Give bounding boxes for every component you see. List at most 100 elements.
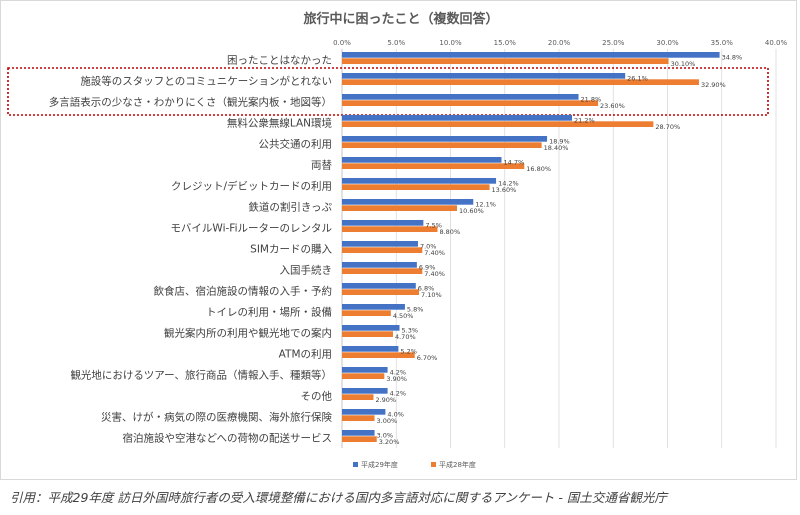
data-label: 3.0% bbox=[377, 432, 394, 440]
bar bbox=[342, 52, 720, 58]
data-label: 14.2% bbox=[498, 180, 519, 188]
x-tick-label: 40.0% bbox=[765, 39, 788, 47]
data-label: 4.2% bbox=[390, 369, 407, 377]
bar bbox=[342, 247, 423, 253]
bar bbox=[342, 220, 424, 226]
data-label: 21.8% bbox=[581, 96, 602, 104]
data-label: 7.40% bbox=[424, 249, 445, 257]
x-tick-label: 5.0% bbox=[387, 39, 405, 47]
bar bbox=[342, 409, 386, 415]
category-label: 観光案内所の利用や観光地での案内 bbox=[164, 327, 332, 340]
data-label: 14.7% bbox=[503, 159, 524, 167]
data-label: 13.60% bbox=[492, 186, 517, 194]
data-label: 18.9% bbox=[549, 138, 570, 146]
bar bbox=[342, 262, 417, 268]
highlight-dotted-box bbox=[7, 67, 769, 116]
data-label: 26.1% bbox=[627, 75, 648, 83]
x-tick-label: 10.0% bbox=[439, 39, 462, 47]
data-label: 21.2% bbox=[574, 117, 595, 125]
category-label: 困ったことはなかった bbox=[227, 55, 332, 67]
category-label: 施設等のスタッフとのコミュニケーションがとれない bbox=[80, 75, 332, 88]
bar bbox=[342, 100, 599, 106]
bar bbox=[342, 79, 699, 85]
bar bbox=[342, 310, 391, 316]
data-label: 5.2% bbox=[400, 348, 417, 356]
category-label: SIMカードの購入 bbox=[250, 243, 332, 256]
data-label: 10.60% bbox=[459, 207, 484, 215]
data-label: 23.60% bbox=[600, 102, 625, 110]
bar bbox=[342, 121, 654, 127]
bar bbox=[342, 163, 525, 169]
category-label: トイレの利用・場所・設備 bbox=[206, 306, 332, 319]
data-label: 5.3% bbox=[402, 327, 419, 335]
bar bbox=[342, 325, 400, 331]
data-label: 7.10% bbox=[421, 291, 442, 299]
bar bbox=[342, 289, 420, 295]
data-labels: 34.8% 30.10% 26.1% 32.90% 21.8%23.60% 21.2% 28… bbox=[375, 54, 742, 446]
category-label: 両替 bbox=[311, 159, 332, 172]
bar bbox=[342, 136, 548, 142]
x-tick-labels: 0.0% 5.0% 10.0% 15.0% 20.0% 25.0% 30.0% 35.0% 40… bbox=[333, 39, 787, 47]
data-label: 18.40% bbox=[544, 144, 569, 152]
data-label: 6.8% bbox=[418, 285, 435, 293]
data-label: 4.70% bbox=[395, 333, 416, 341]
category-label: その他 bbox=[301, 390, 333, 403]
data-label: 4.50% bbox=[393, 312, 414, 320]
bar bbox=[342, 415, 375, 421]
bar bbox=[342, 58, 669, 64]
x-tick-label: 35.0% bbox=[711, 39, 734, 47]
bar bbox=[342, 184, 490, 190]
bar bbox=[342, 199, 474, 205]
data-label: 7.40% bbox=[424, 270, 445, 278]
data-label: 8.80% bbox=[439, 228, 460, 236]
bar bbox=[342, 436, 377, 442]
legend-label: 平成28年度 bbox=[439, 460, 476, 469]
bar bbox=[342, 373, 385, 379]
bar bbox=[342, 304, 405, 310]
category-label: 飲食店、宿泊施設の情報の入手・予約 bbox=[154, 285, 333, 298]
legend-label: 平成29年度 bbox=[361, 460, 398, 469]
bar bbox=[342, 430, 375, 436]
bar bbox=[342, 388, 388, 394]
category-label: 無料公衆無線LAN環境 bbox=[227, 117, 332, 130]
data-label: 32.90% bbox=[701, 81, 726, 89]
data-label: 30.10% bbox=[671, 60, 696, 68]
x-tick-label: 0.0% bbox=[333, 39, 351, 47]
bar bbox=[342, 367, 388, 373]
legend-swatch bbox=[353, 462, 358, 467]
category-label: 観光地におけるツアー、旅行商品（情報入手、種類等） bbox=[70, 369, 332, 382]
category-label: 宿泊施設や空港などへの荷物の配送サービス bbox=[123, 432, 332, 445]
chart-frame: 旅行中に困ったこと（複数回答） 0.0% 5.0% 10.0% 15.0% 20.0% 2… bbox=[0, 0, 797, 480]
category-label: 入国手続き bbox=[280, 264, 333, 277]
data-label: 16.80% bbox=[526, 165, 551, 173]
bar bbox=[342, 346, 399, 352]
category-label: 災害、けが・病気の際の医療機関、海外旅行保険 bbox=[101, 411, 332, 424]
data-label: 34.8% bbox=[722, 54, 743, 62]
chart-title: 旅行中に困ったこと（複数回答） bbox=[303, 11, 498, 27]
bars bbox=[342, 52, 720, 442]
bar bbox=[342, 142, 542, 148]
data-label: 3.20% bbox=[379, 438, 400, 446]
bar bbox=[342, 115, 573, 121]
category-label: クレジット/デビットカードの利用 bbox=[171, 180, 332, 193]
bar bbox=[342, 394, 374, 400]
bar bbox=[342, 268, 423, 274]
category-label: 鉄道の割引きっぷ bbox=[248, 201, 332, 214]
category-label: 公共交通の利用 bbox=[259, 138, 333, 151]
bar bbox=[342, 73, 626, 79]
data-label: 7.5% bbox=[425, 222, 442, 230]
data-label: 5.8% bbox=[407, 306, 424, 314]
bar bbox=[342, 283, 416, 289]
bar bbox=[342, 157, 502, 163]
x-tick-label: 20.0% bbox=[548, 39, 571, 47]
legend: 平成29年度 平成28年度 bbox=[353, 460, 476, 469]
x-tick-label: 30.0% bbox=[656, 39, 679, 47]
bar-chart: 旅行中に困ったこと（複数回答） 0.0% 5.0% 10.0% 15.0% 20.0% 2… bbox=[7, 11, 787, 469]
bar bbox=[342, 331, 393, 337]
bar bbox=[342, 94, 579, 100]
data-label: 3.90% bbox=[386, 375, 407, 383]
source-caption: 引用：平成29年度 訪日外国時旅行者の受入環境整備における国内多言語対応に関する… bbox=[10, 490, 667, 505]
category-label: モバイルWi-Fiルーターのレンタル bbox=[170, 223, 332, 235]
data-label: 6.9% bbox=[419, 264, 436, 272]
bar bbox=[342, 226, 438, 232]
